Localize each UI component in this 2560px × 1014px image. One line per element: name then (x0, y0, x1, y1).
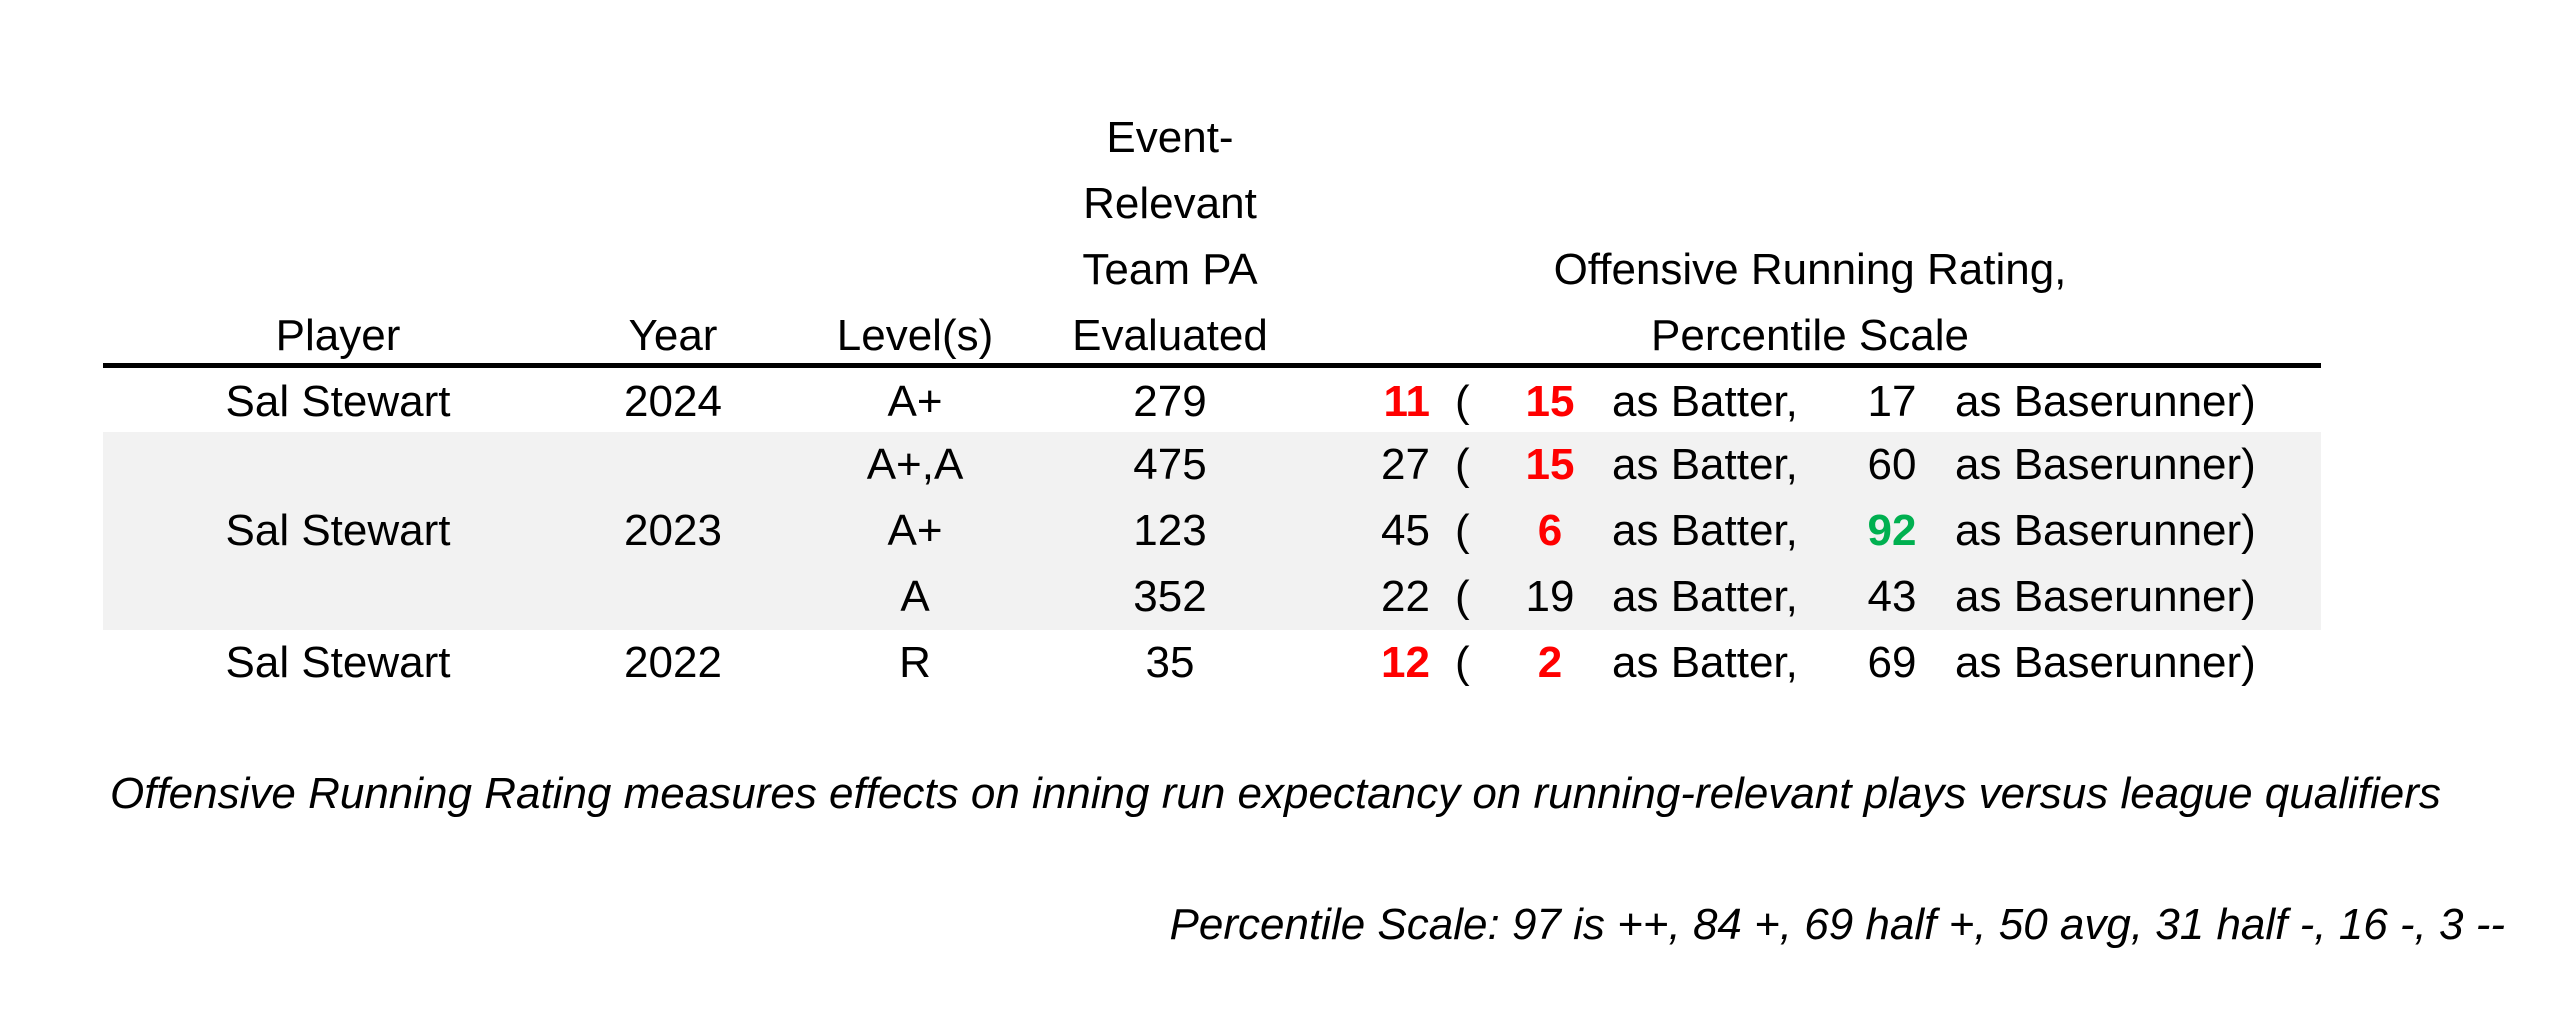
header-running-rating: Offensive Running Rating, Percentile Sca… (1480, 237, 2140, 369)
overall-rating-cell: 12 (1381, 638, 1430, 687)
open-paren: ( (1455, 506, 1470, 555)
definition-note: Offensive Running Rating measures effect… (110, 769, 2441, 818)
level-cell: A+ (887, 506, 943, 555)
as-baserunner-label: as Baserunner) (1955, 638, 2256, 687)
as-baserunner-label: as Baserunner) (1955, 506, 2256, 555)
as-batter-label: as Batter, (1612, 638, 1798, 687)
overall-rating-cell: 22 (1381, 572, 1430, 621)
header-levels: Level(s) (836, 311, 994, 360)
as-batter-label: as Batter, (1612, 440, 1798, 489)
team-pa-cell: 35 (1145, 638, 1195, 687)
overall-rating-cell: 11 (1383, 377, 1430, 426)
header-team-pa-line: Event- (1106, 113, 1234, 162)
level-cell: A (900, 572, 930, 621)
level-cell: A+ (887, 377, 943, 426)
table-row: Sal Stewart 2022 R 35 12 ( 2 as Batter, … (0, 630, 2560, 696)
year-cell: 2023 (624, 506, 722, 555)
as-baserunner-label: as Baserunner) (1955, 440, 2256, 489)
runner-rating-cell: 43 (1867, 572, 1917, 621)
table-row: A 352 22 ( 19 as Batter, 43 as Baserunne… (0, 564, 2560, 630)
runner-rating-cell: 60 (1867, 440, 1917, 489)
runner-rating-cell: 17 (1867, 377, 1917, 426)
header-running-rating-line: Percentile Scale (1651, 311, 1969, 360)
overall-rating-cell: 27 (1381, 440, 1430, 489)
team-pa-cell: 352 (1133, 572, 1207, 621)
year-cell: 2022 (624, 638, 722, 687)
as-batter-label: as Batter, (1612, 572, 1798, 621)
table-row: A+,A 475 27 ( 15 as Batter, 60 as Baseru… (0, 432, 2560, 498)
as-baserunner-label: as Baserunner) (1955, 572, 2256, 621)
batter-rating-cell: 15 (1525, 440, 1575, 489)
header-rule (103, 363, 2321, 368)
team-pa-cell: 475 (1133, 440, 1207, 489)
batter-rating-cell: 19 (1525, 572, 1575, 621)
team-pa-cell: 279 (1133, 377, 1207, 426)
batter-rating-cell: 2 (1537, 638, 1563, 687)
table-row: Sal Stewart 2024 A+ 279 11 ( 15 as Batte… (0, 369, 2560, 435)
player-cell: Sal Stewart (225, 377, 451, 426)
header-team-pa: Event- Relevant Team PA Evaluated (1030, 105, 1310, 369)
as-batter-label: as Batter, (1612, 506, 1798, 555)
level-cell: A+,A (866, 440, 964, 489)
level-cell: R (899, 638, 931, 687)
player-cell: Sal Stewart (225, 638, 451, 687)
header-year: Year (628, 311, 718, 360)
as-baserunner-label: as Baserunner) (1955, 377, 2256, 426)
batter-rating-cell: 15 (1525, 377, 1575, 426)
table-row: Sal Stewart 2023 A+ 123 45 ( 6 as Batter… (0, 498, 2560, 564)
header-team-pa-line: Team PA (1082, 245, 1258, 294)
header-team-pa-line: Relevant (1083, 179, 1257, 228)
batter-rating-cell: 6 (1537, 506, 1563, 555)
header-player: Player (275, 311, 401, 360)
open-paren: ( (1455, 638, 1470, 687)
open-paren: ( (1455, 377, 1470, 426)
year-cell: 2024 (624, 377, 722, 426)
as-batter-label: as Batter, (1612, 377, 1798, 426)
percentile-scale-note: Percentile Scale: 97 is ++, 84 +, 69 hal… (1169, 900, 2505, 949)
header-running-rating-line: Offensive Running Rating, (1553, 245, 2067, 294)
open-paren: ( (1455, 440, 1470, 489)
row-group-shading-2023 (103, 432, 2321, 630)
runner-rating-cell: 92 (1867, 506, 1917, 555)
overall-rating-cell: 45 (1381, 506, 1430, 555)
runner-rating-cell: 69 (1867, 638, 1917, 687)
open-paren: ( (1455, 572, 1470, 621)
header-team-pa-line: Evaluated (1072, 311, 1268, 360)
team-pa-cell: 123 (1133, 506, 1207, 555)
player-cell: Sal Stewart (225, 506, 451, 555)
